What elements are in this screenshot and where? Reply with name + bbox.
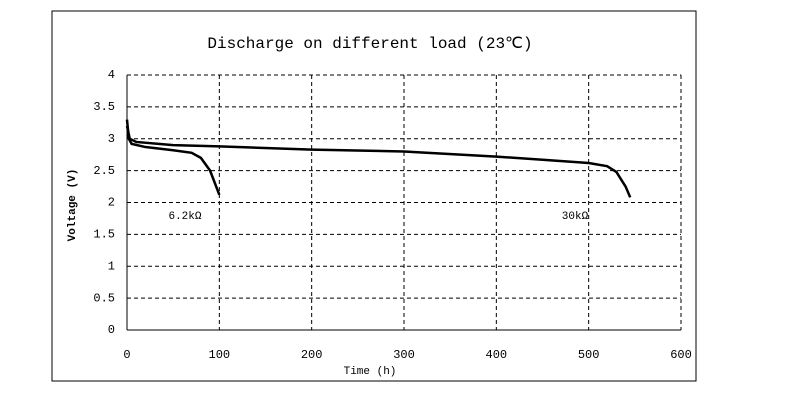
x-tick-label: 0 [123, 348, 130, 362]
x-tick-label: 200 [301, 348, 323, 362]
x-axis-label: Time (h) [344, 366, 397, 378]
y-axis-label: Voltage (V) [67, 169, 79, 242]
y-tick-label: 3 [108, 132, 115, 146]
x-tick-label: 500 [578, 348, 600, 362]
y-tick-label: 0.5 [93, 291, 115, 305]
y-tick-label: 1.5 [93, 228, 115, 242]
x-tick-label: 300 [393, 348, 415, 362]
series-label: 30kΩ [562, 211, 589, 223]
series-label: 6.2kΩ [168, 211, 201, 223]
series-line [125, 125, 632, 198]
x-tick-label: 400 [486, 348, 508, 362]
y-tick-label: 1 [108, 259, 115, 273]
y-tick-label: 2.5 [93, 164, 115, 178]
x-tick-label: 600 [670, 348, 692, 362]
y-tick-label: 4 [108, 68, 115, 82]
x-tick-label: 100 [209, 348, 231, 362]
y-tick-label: 3.5 [93, 100, 115, 114]
y-tick-label: 0 [108, 323, 115, 337]
chart-title: Discharge on different load (23℃) [207, 35, 532, 53]
series-line [125, 119, 221, 196]
y-tick-label: 2 [108, 196, 115, 210]
chart-frame [51, 10, 697, 382]
